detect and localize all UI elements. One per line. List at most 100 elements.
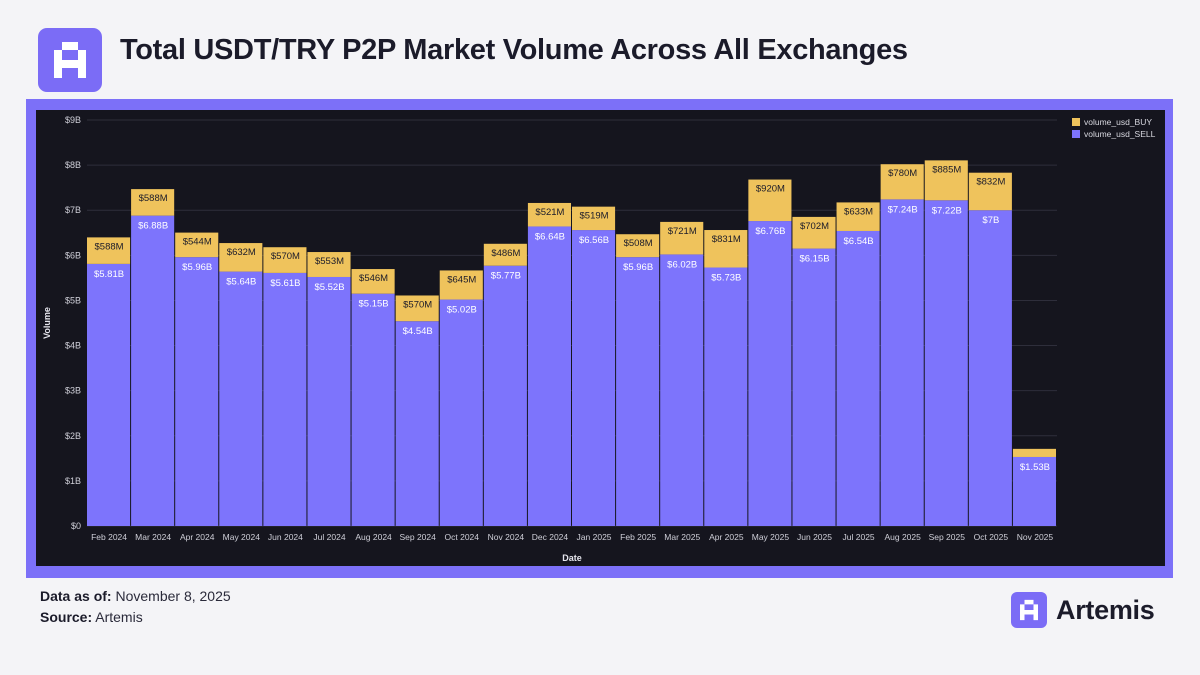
bar-buy: [572, 206, 616, 231]
source-label: Source:: [40, 609, 93, 625]
y-tick-label: $7B: [65, 205, 81, 215]
data-label-buy: $553M: [315, 256, 344, 267]
x-tick-label: Nov 2024: [488, 532, 525, 542]
artemis-logo: [38, 28, 102, 92]
data-label-buy: $780M: [888, 168, 917, 179]
data-label-sell: $1.53B: [1020, 462, 1050, 473]
bar-sell: [395, 321, 439, 526]
bar-sell: [307, 276, 351, 526]
data-label-sell: $5.96B: [623, 262, 653, 273]
bar-sell: [616, 257, 660, 526]
bar-sell: [87, 263, 131, 526]
bar-sell: [572, 230, 616, 526]
data-label-buy: $546M: [359, 273, 388, 284]
y-tick-label: $1B: [65, 476, 81, 486]
brand-name: Artemis: [1056, 594, 1155, 625]
data-label-sell: $5.61B: [270, 278, 300, 289]
bar-sell: [836, 230, 880, 526]
data-label-sell: $7.22B: [932, 205, 962, 216]
legend-label-sell: volume_usd_SELL: [1084, 129, 1156, 139]
data-label-sell: $5.15B: [359, 299, 389, 310]
data-label-sell: $7B: [982, 215, 999, 226]
bar-buy: [1012, 448, 1056, 457]
data-label-sell: $6.56B: [579, 235, 609, 246]
bar-buy: [924, 160, 968, 201]
data-label-buy: $831M: [712, 234, 741, 245]
bar-sell: [131, 215, 175, 526]
x-tick-label: Jun 2025: [797, 532, 832, 542]
data-label-buy: $920M: [756, 184, 785, 195]
bar-buy: [836, 202, 880, 231]
data-label-sell: $6.15B: [799, 254, 829, 265]
y-axis-title: Volume: [42, 307, 52, 339]
data-label-sell: $5.77B: [491, 271, 521, 282]
data-label-buy: $508M: [624, 238, 653, 249]
bar-sell: [175, 257, 219, 526]
data-as-of-value: November 8, 2025: [115, 588, 231, 604]
x-tick-label: Aug 2025: [884, 532, 921, 542]
data-label-sell: $5.52B: [314, 282, 344, 293]
x-tick-label: Oct 2025: [974, 532, 1009, 542]
bar-buy: [968, 172, 1012, 211]
y-tick-label: $4B: [65, 341, 81, 351]
x-tick-label: Jul 2024: [313, 532, 345, 542]
data-label-buy: $885M: [932, 164, 961, 175]
bar-sell: [880, 199, 924, 526]
x-tick-label: Nov 2025: [1017, 532, 1054, 542]
y-tick-label: $2B: [65, 431, 81, 441]
bar-buy: [880, 164, 924, 200]
data-label-buy: $632M: [227, 247, 256, 258]
y-tick-label: $8B: [65, 160, 81, 170]
x-tick-label: Feb 2024: [91, 532, 127, 542]
bar-buy: [748, 179, 792, 222]
data-label-sell: $7.24B: [888, 204, 918, 215]
data-as-of: Data as of: November 8, 2025: [40, 588, 231, 604]
bar-sell: [263, 272, 307, 526]
data-label-sell: $6.02B: [667, 259, 697, 270]
x-axis-title: Date: [562, 553, 582, 563]
bar-sell: [351, 293, 395, 526]
x-tick-label: Aug 2024: [355, 532, 392, 542]
x-tick-label: Sep 2024: [399, 532, 436, 542]
bar-sell: [924, 200, 968, 526]
data-label-sell: $6.64B: [535, 231, 565, 242]
bar-buy: [351, 269, 395, 294]
source-value: Artemis: [95, 609, 143, 625]
bar-buy: [131, 189, 175, 216]
source: Source: Artemis: [40, 609, 143, 625]
bar-sell: [748, 221, 792, 526]
x-tick-label: Mar 2024: [135, 532, 171, 542]
bar-buy: [87, 237, 131, 264]
x-tick-label: Feb 2025: [620, 532, 656, 542]
x-tick-label: May 2024: [223, 532, 261, 542]
bar-buy: [175, 232, 219, 258]
data-label-buy: $832M: [976, 177, 1005, 188]
data-label-buy: $588M: [139, 193, 168, 204]
data-label-sell: $5.64B: [226, 277, 256, 288]
bar-buy: [307, 252, 351, 277]
y-tick-label: $5B: [65, 295, 81, 305]
legend-label-buy: volume_usd_BUY: [1084, 117, 1152, 127]
bar-sell: [1012, 456, 1056, 526]
data-label-buy: $486M: [491, 248, 520, 259]
x-tick-label: Jan 2025: [577, 532, 612, 542]
data-label-buy: $588M: [95, 241, 124, 252]
data-label-buy: $721M: [668, 226, 697, 237]
x-tick-label: Dec 2024: [532, 532, 569, 542]
data-label-sell: $5.81B: [94, 269, 124, 280]
x-tick-label: Jul 2025: [843, 532, 875, 542]
y-tick-label: $3B: [65, 386, 81, 396]
y-tick-label: $0: [71, 521, 81, 531]
bar-buy: [792, 216, 836, 249]
bar-buy: [395, 295, 439, 322]
bar-sell: [219, 271, 263, 526]
data-label-buy: $521M: [535, 207, 564, 218]
data-label-sell: $6.54B: [844, 236, 874, 247]
bar-sell: [660, 254, 704, 527]
brand-footer: Artemis: [1011, 592, 1155, 628]
data-label-buy: $570M: [271, 251, 300, 262]
bar-sell: [439, 299, 483, 526]
page-title: Total USDT/TRY P2P Market Volume Across …: [120, 34, 908, 66]
data-label-sell: $4.54B: [403, 326, 433, 337]
data-label-buy: $702M: [800, 221, 829, 232]
